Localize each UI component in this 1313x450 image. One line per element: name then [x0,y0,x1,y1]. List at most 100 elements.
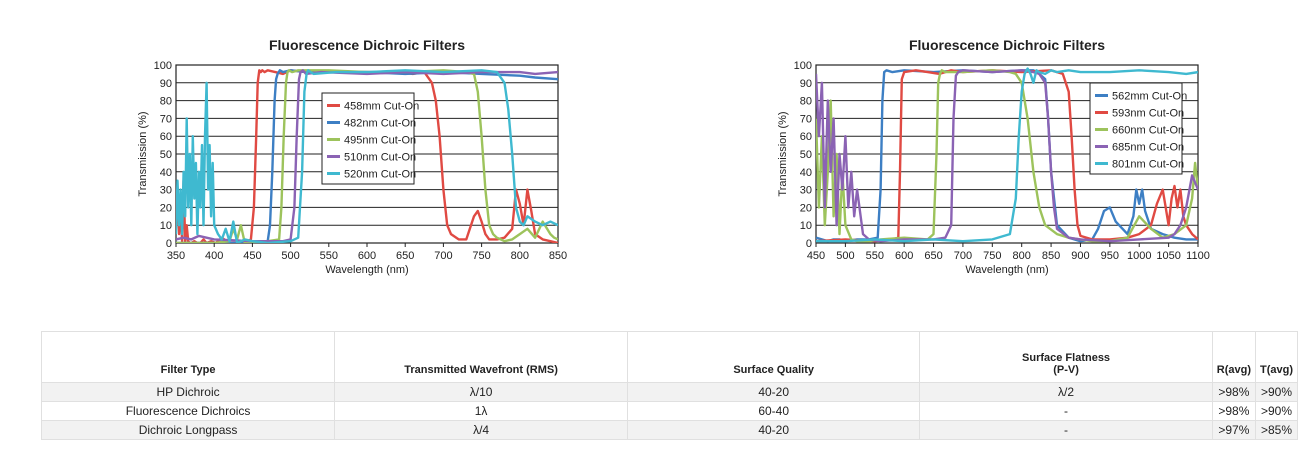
y-tick-label: 80 [160,96,172,108]
legend-label: 458mm Cut-On [344,101,419,113]
x-tick-label: 850 [1042,250,1060,262]
header-surface-flatness-line1: Surface Flatness [1022,352,1111,364]
chart-right: Fluorescence Dichroic Filters 0 10 20 30 40 50… [777,37,1210,276]
x-tick-label: 1100 [1186,250,1210,262]
specifications-table: Filter Type Transmitted Wavefront (RMS) … [40,331,1298,440]
header-transmitted-wavefront: Transmitted Wavefront (RMS) [334,331,629,383]
y-tick-label: 60 [800,131,812,143]
legend-label: 495nm Cut-On [344,135,416,147]
table-header-row: Filter Type Transmitted Wavefront (RMS) … [40,331,1298,383]
x-tick-label: 800 [511,250,529,262]
table-row: Fluorescence Dichroics 1λ 60-40 - >98% >… [40,401,1298,421]
cell-surface-quality: 60-40 [627,401,921,421]
series-line-4 [816,69,1198,243]
cell-r-avg: >98% [1211,401,1257,421]
x-axis-label: Wavelength (nm) [965,264,1048,276]
cell-surface-flatness: λ/2 [919,382,1213,402]
series-line-5 [176,69,558,243]
x-tick-label: 1050 [1156,250,1180,262]
header-t-avg: T(avg) [1255,331,1298,383]
table-row: HP Dichroic λ/10 40-20 λ/2 >98% >90% [40,382,1298,402]
x-tick-label: 900 [1071,250,1089,262]
header-r-avg: R(avg) [1211,331,1257,383]
y-tick-label: 50 [160,149,172,161]
y-tick-label: 20 [800,202,812,214]
cell-surface-quality: 40-20 [627,420,921,440]
chart-title: Fluorescence Dichroic Filters [909,37,1105,53]
y-axis-label: Transmission (%) [137,111,149,196]
x-tick-label: 500 [281,250,299,262]
cell-t-avg: >85% [1255,420,1298,440]
x-tick-label: 450 [243,250,261,262]
x-tick-label: 550 [320,250,338,262]
legend-label: 520nm Cut-On [344,169,416,181]
x-tick-label: 400 [205,250,223,262]
x-tick-label: 600 [358,250,376,262]
cell-r-avg: >97% [1211,420,1257,440]
header-surface-quality: Surface Quality [627,331,921,383]
x-tick-label: 950 [1101,250,1119,262]
cell-surface-flatness: - [919,401,1213,421]
y-tick-label: 90 [800,78,812,90]
x-tick-label: 700 [954,250,972,262]
y-tick-label: 100 [794,60,812,72]
series-line-2 [816,69,1198,243]
cell-t-avg: >90% [1255,401,1298,421]
legend-label: 685nm Cut-On [1112,142,1184,154]
cell-filter-type: Dichroic Longpass [40,420,336,440]
x-tick-label: 700 [434,250,452,262]
y-tick-label: 70 [160,113,172,125]
x-tick-label: 450 [807,250,825,262]
y-tick-label: 100 [154,60,172,72]
x-axis-label: Wavelength (nm) [325,264,408,276]
x-tick-label: 650 [396,250,414,262]
y-tick-label: 20 [160,202,172,214]
y-tick-label: 30 [800,185,812,197]
y-tick-label: 0 [166,238,172,250]
cell-wavefront: 1λ [334,401,629,421]
cell-wavefront: λ/10 [334,382,629,402]
y-tick-label: 70 [800,113,812,125]
y-tick-label: 90 [160,78,172,90]
y-tick-label: 40 [800,167,812,179]
y-tick-label: 30 [160,185,172,197]
y-tick-label: 10 [800,220,812,232]
x-tick-label: 350 [167,250,185,262]
y-axis-label: Transmission (%) [777,111,789,196]
y-tick-label: 60 [160,131,172,143]
series-line-5 [816,67,1198,243]
y-tick-label: 40 [160,167,172,179]
cell-t-avg: >90% [1255,382,1298,402]
x-tick-label: 850 [549,250,567,262]
y-tick-label: 10 [160,220,172,232]
legend-label: 562mm Cut-On [1112,91,1187,103]
x-tick-label: 650 [924,250,942,262]
table-row: Dichroic Longpass λ/4 40-20 - >97% >85% [40,420,1298,440]
chart-title: Fluorescence Dichroic Filters [269,37,465,53]
cell-filter-type: Fluorescence Dichroics [40,401,336,421]
chart-left: Fluorescence Dichroic Filters 0 10 20 30 40 50… [137,37,567,276]
y-tick-label: 50 [800,149,812,161]
header-surface-flatness: Surface Flatness (P-V) [919,331,1213,383]
x-tick-label: 1000 [1127,250,1151,262]
cell-filter-type: HP Dichroic [40,382,336,402]
cell-surface-flatness: - [919,420,1213,440]
legend-label: 482nm Cut-On [344,118,416,130]
header-surface-flatness-line2: (P-V) [1053,364,1079,376]
y-tick-label: 80 [800,96,812,108]
y-tick-label: 0 [806,238,812,250]
cell-surface-quality: 40-20 [627,382,921,402]
x-tick-label: 800 [1013,250,1031,262]
cell-r-avg: >98% [1211,382,1257,402]
legend-label: 510nm Cut-On [344,152,416,164]
x-tick-label: 500 [836,250,854,262]
legend-label: 660nm Cut-On [1112,125,1184,137]
legend-label: 593nm Cut-On [1112,108,1184,120]
x-tick-label: 600 [895,250,913,262]
x-tick-label: 550 [866,250,884,262]
legend-label: 801nm Cut-On [1112,159,1184,171]
header-filter-type: Filter Type [40,331,336,383]
series-line-4 [176,69,558,243]
x-tick-label: 750 [472,250,490,262]
cell-wavefront: λ/4 [334,420,629,440]
